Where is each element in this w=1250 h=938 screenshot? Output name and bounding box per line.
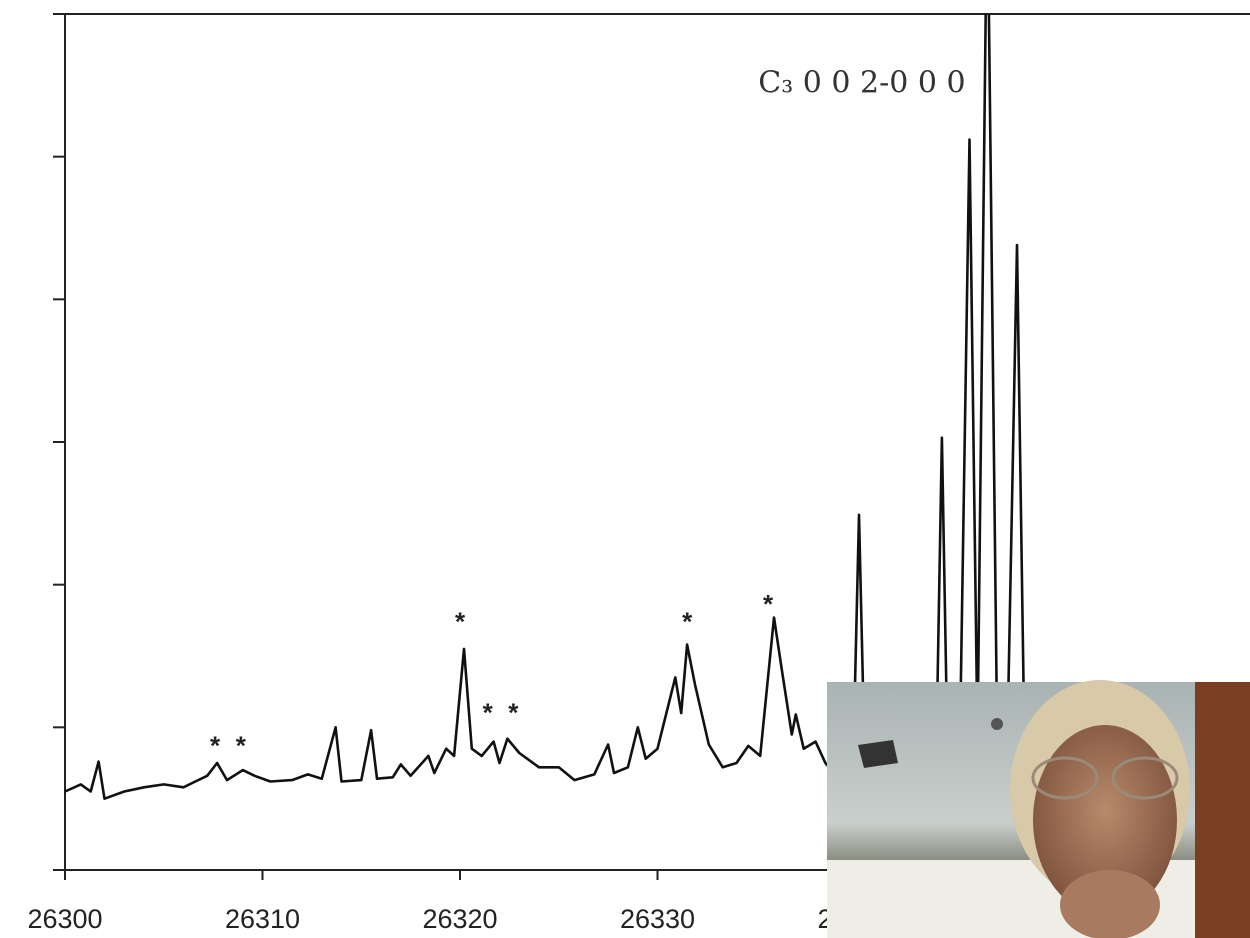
x-tick-label: 26300 <box>27 904 102 934</box>
asterisk: * <box>210 730 221 760</box>
x-tick-label: 26310 <box>225 904 300 934</box>
webcam-overlay <box>827 680 1250 938</box>
asterisk: * <box>682 606 693 636</box>
asterisk: * <box>483 698 494 728</box>
window <box>827 860 1250 938</box>
x-tick-label: 26320 <box>422 904 497 934</box>
asterisk: * <box>763 589 774 619</box>
page: {"chart_data": {"type": "line", "x": [26… <box>0 0 1250 938</box>
hand <box>1060 870 1160 938</box>
annotation: C₃ 0 0 2-0 0 0 <box>758 65 965 100</box>
asterisk: * <box>455 606 466 636</box>
x-tick-label: 26330 <box>620 904 695 934</box>
asterisk: * <box>236 730 247 760</box>
asterisk: * <box>508 698 519 728</box>
door <box>1195 682 1250 938</box>
chart: 263002631026320263302634026350C₃ 0 0 2-0… <box>0 0 1250 938</box>
spectrum-line <box>65 0 1250 799</box>
ceiling-fixture <box>991 718 1003 730</box>
ceiling-light <box>858 740 898 768</box>
